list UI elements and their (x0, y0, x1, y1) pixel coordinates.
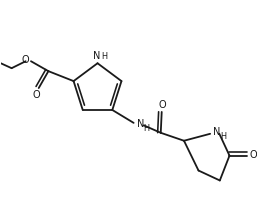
Text: O: O (22, 55, 30, 65)
Text: H: H (101, 52, 107, 61)
Text: O: O (33, 90, 41, 100)
Text: N: N (213, 127, 221, 137)
Text: O: O (159, 100, 167, 110)
Text: H: H (143, 124, 149, 133)
Text: N: N (93, 51, 100, 61)
Text: O: O (249, 150, 257, 160)
Text: N: N (136, 119, 144, 129)
Text: H: H (220, 132, 226, 141)
